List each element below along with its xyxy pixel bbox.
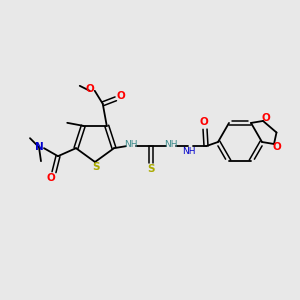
Text: O: O	[262, 113, 270, 123]
Text: O: O	[273, 142, 281, 152]
Text: O: O	[200, 117, 208, 127]
Text: S: S	[92, 162, 100, 172]
Text: N: N	[34, 142, 43, 152]
Text: NH: NH	[124, 140, 138, 149]
Text: O: O	[116, 91, 125, 101]
Text: O: O	[85, 84, 94, 94]
Text: S: S	[147, 164, 155, 174]
Text: O: O	[46, 173, 56, 183]
Text: NH: NH	[164, 140, 178, 149]
Text: NH: NH	[182, 147, 196, 156]
